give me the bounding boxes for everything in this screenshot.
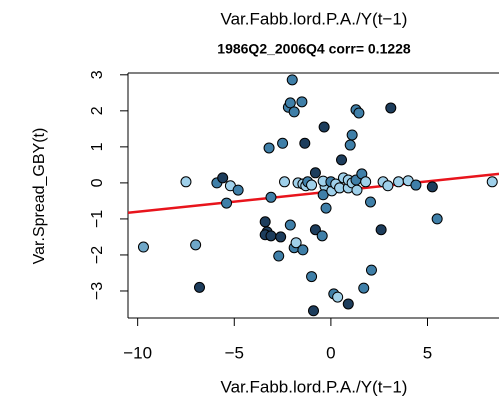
point — [426, 181, 438, 193]
x-tick-label: 0 — [326, 343, 335, 362]
point — [259, 216, 271, 228]
point — [265, 191, 277, 203]
y-tick-label: −2 — [89, 246, 106, 264]
point — [336, 154, 348, 166]
point — [288, 106, 300, 118]
point — [358, 282, 370, 294]
point — [296, 96, 308, 108]
point — [346, 129, 358, 141]
y-tick-label: −1 — [89, 210, 106, 228]
point — [344, 139, 356, 151]
point — [273, 250, 285, 262]
point — [193, 281, 205, 293]
point — [360, 176, 372, 188]
point — [221, 197, 233, 209]
point — [318, 121, 330, 133]
point — [365, 196, 377, 208]
x-tick-label: 5 — [423, 343, 432, 362]
x-tick-label: −10 — [123, 343, 152, 362]
point — [320, 202, 332, 214]
point — [309, 167, 321, 179]
x-axis-title: Var.Fabb.lord.P.A./Y(t−1) — [221, 377, 408, 396]
point — [190, 239, 202, 251]
point — [297, 244, 309, 256]
point — [284, 219, 296, 231]
point — [382, 180, 394, 192]
point — [263, 142, 275, 154]
y-tick-label: 3 — [89, 70, 106, 79]
point — [279, 176, 291, 188]
point — [137, 241, 149, 253]
point — [385, 102, 397, 114]
point — [342, 298, 354, 310]
y-tick-label: 1 — [89, 142, 106, 151]
point — [275, 231, 287, 243]
point — [284, 97, 296, 109]
point — [365, 264, 377, 276]
point — [316, 230, 328, 242]
y-tick-label: −3 — [89, 282, 106, 300]
point — [306, 271, 318, 283]
point — [351, 184, 363, 196]
point — [265, 230, 277, 242]
point — [308, 305, 319, 317]
point — [290, 237, 302, 249]
point — [410, 179, 422, 191]
point — [277, 137, 289, 149]
x-tick-label: −5 — [225, 343, 244, 362]
y-tick-label: 2 — [89, 106, 106, 115]
y-tick-label: 0 — [89, 178, 106, 187]
point — [309, 224, 321, 236]
point — [306, 179, 318, 191]
fit-line — [128, 172, 499, 215]
point — [299, 137, 311, 149]
point — [180, 176, 192, 188]
point — [332, 291, 344, 303]
point — [375, 224, 387, 236]
point — [486, 176, 498, 188]
point — [232, 184, 244, 196]
chart-subtitle: 1986Q2_2006Q4 corr= 0.1228 — [217, 41, 411, 57]
point — [393, 176, 405, 188]
point — [431, 213, 443, 225]
chart-title: Var.Fabb.lord.P.A./Y(t−1) — [221, 9, 408, 28]
y-axis-title: Var.Spread_GBY(t) — [31, 128, 48, 265]
point — [353, 107, 365, 119]
point — [286, 74, 298, 86]
point — [217, 172, 229, 184]
